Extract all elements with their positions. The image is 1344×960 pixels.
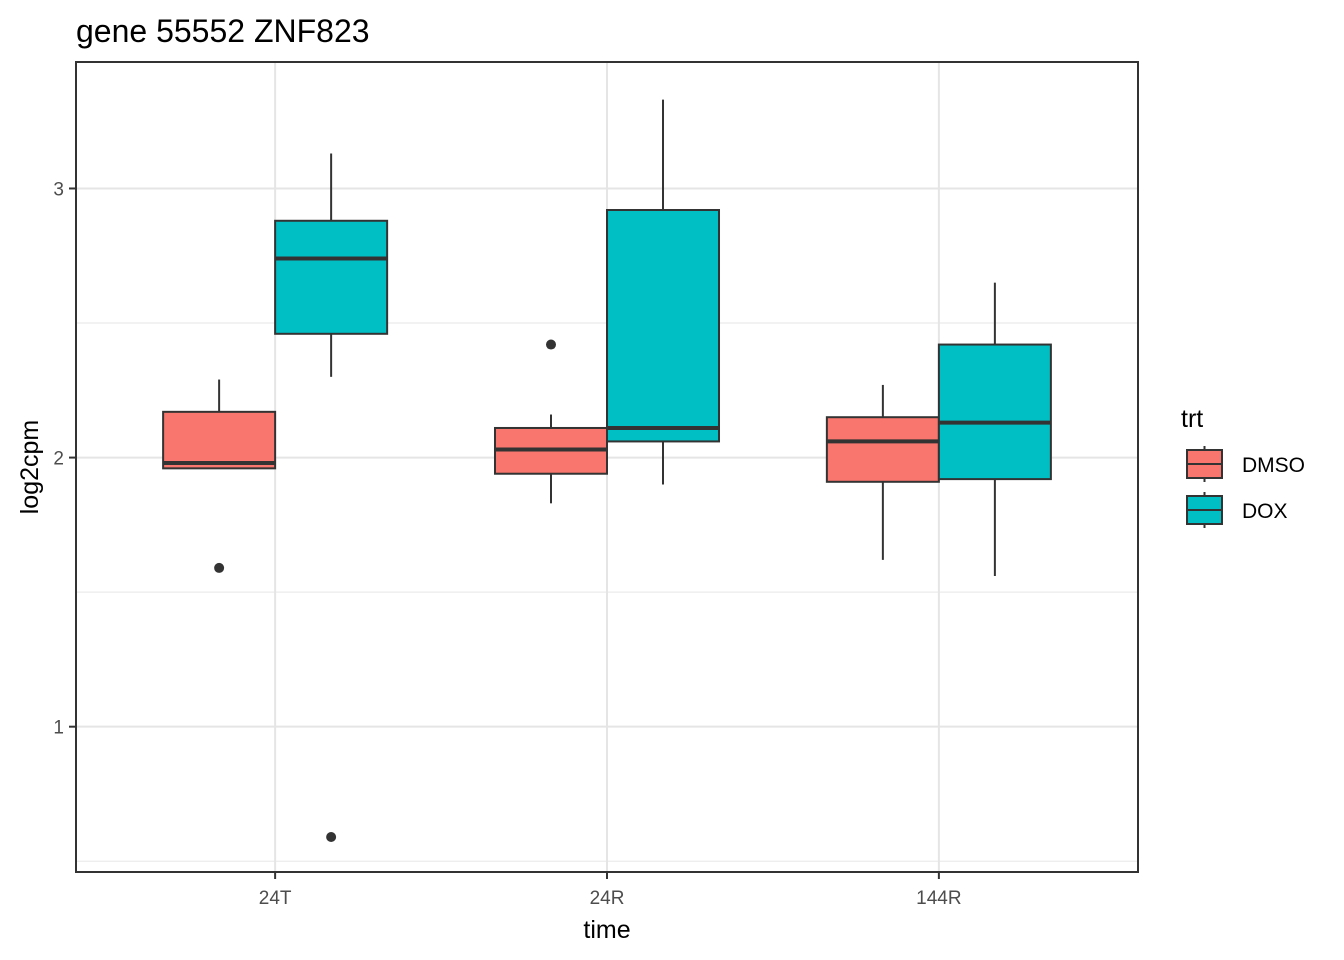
box-dmso-144r bbox=[825, 384, 940, 560]
chart-title: gene 55552 ZNF823 bbox=[76, 13, 370, 49]
x-tick-label: 24T bbox=[259, 888, 292, 909]
box-dmso-24t bbox=[162, 379, 277, 573]
box-dmso-24r bbox=[493, 339, 608, 504]
legend-key-dmso bbox=[1186, 446, 1223, 482]
box-dox-144r bbox=[937, 282, 1052, 576]
outlier-point bbox=[545, 339, 556, 350]
box-dox-24r bbox=[606, 99, 721, 485]
legend-label-dox: DOX bbox=[1242, 500, 1288, 523]
legend-label-dmso: DMSO bbox=[1242, 454, 1305, 477]
legend: trt DMSO DOX bbox=[1181, 405, 1305, 528]
box-iqr bbox=[162, 410, 277, 470]
box-iqr bbox=[274, 219, 389, 335]
box-dox-24t bbox=[274, 153, 389, 843]
legend-key-dox bbox=[1186, 492, 1223, 528]
box-iqr bbox=[825, 416, 940, 483]
y-tick-label: 2 bbox=[53, 449, 64, 470]
outlier-point bbox=[214, 562, 225, 573]
box-iqr bbox=[937, 343, 1052, 481]
y-tick-label: 1 bbox=[53, 718, 64, 739]
x-tick-label: 144R bbox=[916, 888, 961, 909]
x-axis-title: time bbox=[583, 916, 630, 944]
x-tick-label: 24R bbox=[590, 888, 625, 909]
y-axis-title: log2cpm bbox=[16, 420, 44, 515]
legend-title: trt bbox=[1181, 405, 1203, 433]
outlier-point bbox=[326, 832, 337, 843]
plot-panel bbox=[75, 61, 1139, 873]
y-tick-label: 3 bbox=[53, 179, 64, 200]
box-iqr bbox=[606, 209, 721, 443]
